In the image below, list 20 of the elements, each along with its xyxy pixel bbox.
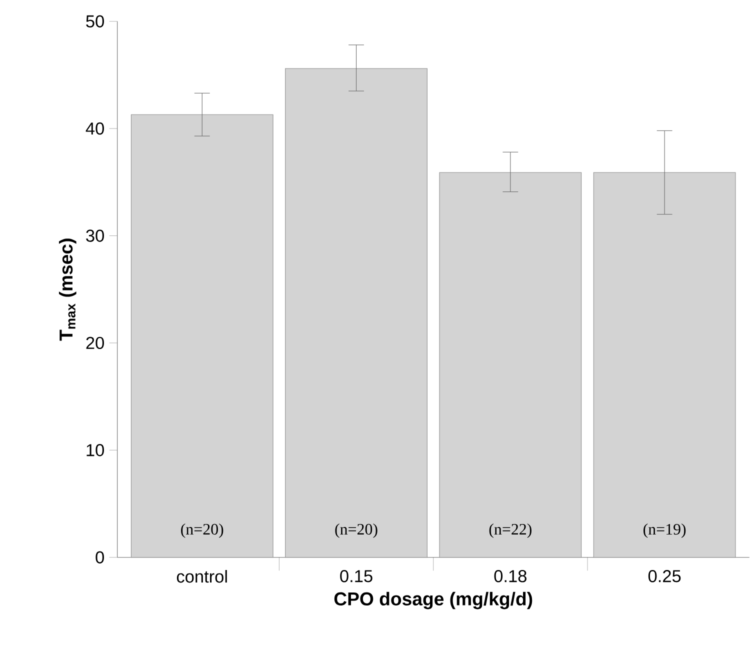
bar — [285, 68, 428, 558]
y-axis-title: T$_{max}$ (msec) — [58, 238, 76, 341]
bar — [439, 172, 582, 558]
annotation: (n=20) — [181, 523, 224, 538]
bar — [593, 172, 736, 558]
x-tick-label: 0.18 — [494, 570, 526, 582]
x-axis-title: CPO dosage (mg/kg/d) — [334, 592, 532, 610]
y-tick-label: 0 — [96, 551, 104, 564]
annotation: (n=20) — [335, 523, 378, 538]
x-tick-label: control — [176, 570, 227, 583]
y-tick-label: 40 — [86, 122, 104, 135]
annotation: (n=22) — [489, 523, 532, 538]
y-tick-label: 30 — [86, 230, 104, 242]
y-tick-label: 10 — [86, 444, 104, 456]
y-tick-label: 50 — [86, 15, 104, 28]
x-tick-label: 0.15 — [340, 570, 372, 582]
annotation: (n=19) — [644, 523, 686, 538]
bar — [130, 114, 274, 558]
y-tick-label: 20 — [86, 336, 104, 350]
x-tick-label: 0.25 — [648, 570, 681, 582]
